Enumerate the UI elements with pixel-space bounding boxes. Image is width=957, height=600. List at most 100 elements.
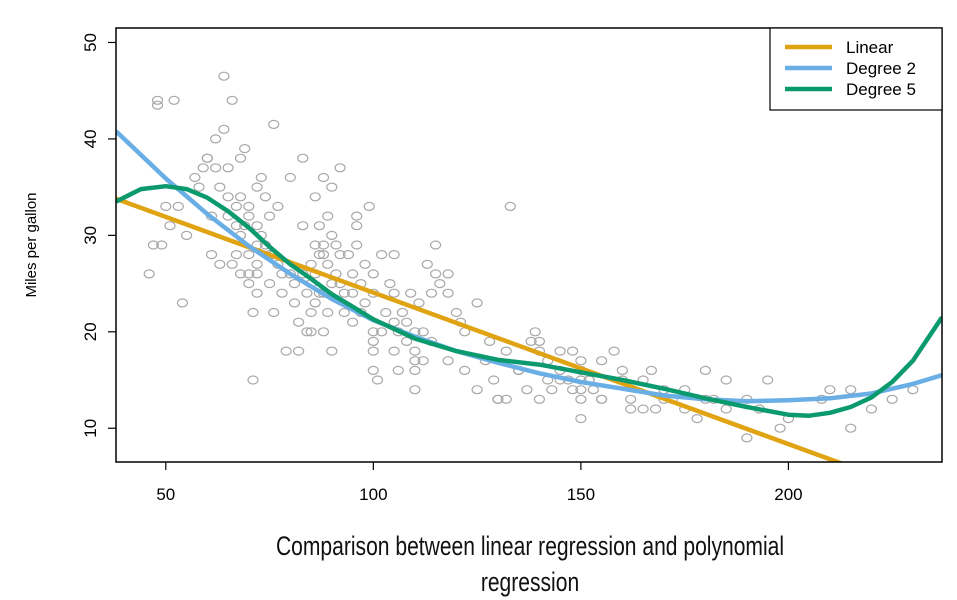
data-point xyxy=(425,288,438,298)
data-point xyxy=(691,414,703,424)
data-point xyxy=(367,269,379,279)
data-point xyxy=(210,134,222,144)
data-point xyxy=(587,385,599,395)
data-point xyxy=(392,365,404,375)
data-point xyxy=(164,221,176,231)
data-point xyxy=(330,240,342,250)
y-tick-label: 20 xyxy=(81,322,100,341)
data-point xyxy=(313,221,325,231)
data-point xyxy=(230,250,242,260)
data-point xyxy=(367,336,379,346)
data-point xyxy=(234,192,247,202)
data-point xyxy=(371,375,384,385)
caption-line-1: Comparison between linear regression and… xyxy=(275,531,785,561)
data-point xyxy=(376,327,388,337)
x-tick-label: 150 xyxy=(567,485,595,504)
data-point xyxy=(247,307,259,318)
data-point xyxy=(450,307,462,318)
data-point xyxy=(384,279,396,289)
data-point xyxy=(259,192,271,202)
data-point xyxy=(143,269,155,279)
data-point xyxy=(214,259,226,269)
data-point xyxy=(251,182,263,192)
data-point xyxy=(230,221,242,231)
data-point xyxy=(226,259,238,269)
data-point xyxy=(326,230,338,240)
data-point xyxy=(699,365,712,375)
points-layer xyxy=(143,71,919,443)
data-point xyxy=(176,298,188,308)
data-point xyxy=(575,385,587,395)
data-point xyxy=(546,385,558,395)
data-point xyxy=(160,201,172,211)
data-point xyxy=(595,394,608,404)
data-point xyxy=(268,307,280,318)
data-point xyxy=(401,317,413,327)
data-point xyxy=(388,288,400,298)
data-point xyxy=(222,163,234,173)
legend-label: Degree 5 xyxy=(846,80,916,99)
data-point xyxy=(741,433,753,443)
data-point xyxy=(376,250,388,260)
data-point xyxy=(222,192,234,202)
data-point xyxy=(243,211,255,221)
data-point xyxy=(459,365,471,375)
data-point xyxy=(251,221,263,231)
data-point xyxy=(301,288,313,298)
data-point xyxy=(488,375,500,385)
data-point xyxy=(288,279,301,289)
data-point xyxy=(533,336,546,346)
data-point xyxy=(301,327,313,337)
data-point xyxy=(500,346,512,356)
data-point xyxy=(405,288,417,298)
y-axis-label: Miles per gallon xyxy=(23,192,40,297)
legend: Linear Degree 2 Degree 5 xyxy=(769,27,943,111)
data-point xyxy=(417,327,429,337)
data-point xyxy=(625,404,637,414)
data-point xyxy=(264,279,276,289)
data-point xyxy=(293,317,305,327)
data-point xyxy=(774,423,786,433)
data-point xyxy=(521,385,533,395)
data-point xyxy=(251,269,263,279)
legend-label: Linear xyxy=(846,38,894,57)
data-point xyxy=(616,365,629,375)
data-point xyxy=(338,307,350,318)
data-point xyxy=(268,119,280,130)
data-point xyxy=(151,95,164,105)
data-point xyxy=(442,269,454,279)
data-point xyxy=(305,307,317,318)
data-point xyxy=(322,307,334,318)
data-point xyxy=(363,201,375,211)
data-point xyxy=(367,327,379,337)
y-tick-label: 30 xyxy=(81,226,100,245)
x-tick-label: 200 xyxy=(774,485,802,504)
data-point xyxy=(243,279,255,289)
data-point xyxy=(251,288,263,298)
y-axis: 10 20 30 40 50 xyxy=(81,33,116,438)
data-point xyxy=(210,163,222,173)
data-point xyxy=(409,346,421,356)
data-point xyxy=(297,153,309,163)
data-point xyxy=(193,182,205,192)
data-point xyxy=(284,172,296,183)
data-point xyxy=(554,346,566,356)
data-point xyxy=(434,279,446,289)
data-point xyxy=(326,346,338,356)
data-point xyxy=(824,385,836,395)
series-line-linear xyxy=(116,196,845,462)
data-point xyxy=(351,240,363,250)
data-point xyxy=(218,124,230,134)
data-point xyxy=(575,394,587,404)
data-point xyxy=(297,221,309,231)
data-point xyxy=(533,394,546,404)
data-point xyxy=(326,182,338,192)
data-point xyxy=(401,336,413,346)
data-point xyxy=(367,365,379,375)
data-point xyxy=(625,394,637,404)
data-point xyxy=(649,404,662,414)
data-point xyxy=(347,317,359,327)
regression-lines xyxy=(116,129,942,462)
data-point xyxy=(845,385,857,395)
